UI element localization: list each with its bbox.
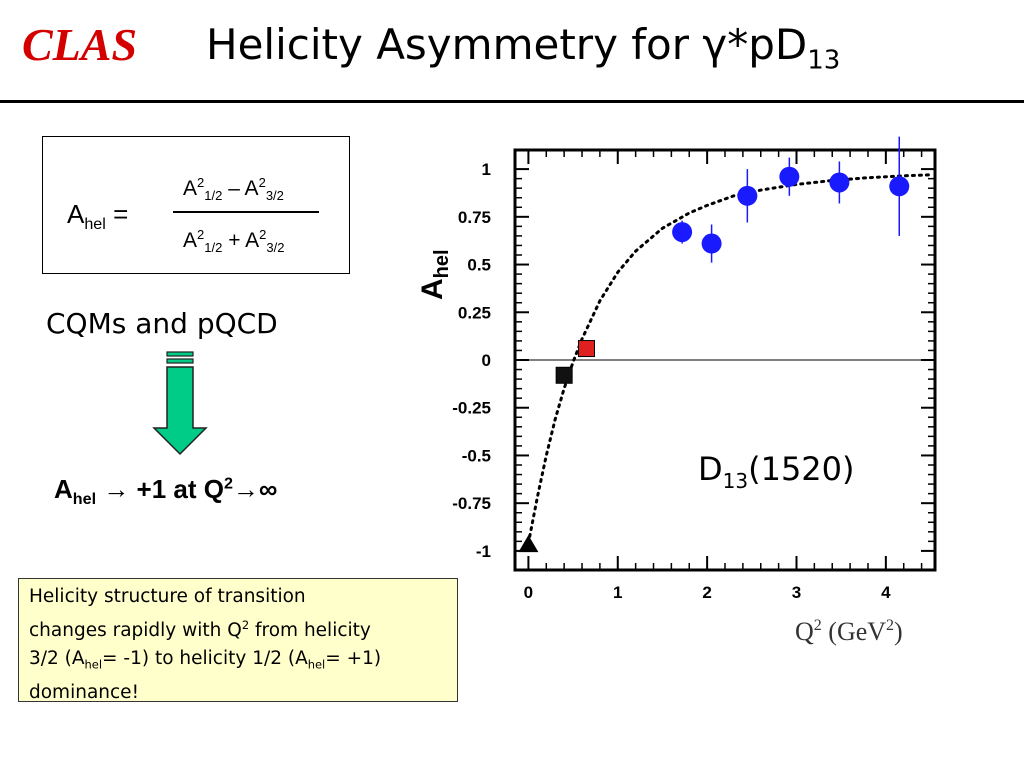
data-point <box>889 176 910 197</box>
num-sup2: 2 <box>258 175 266 190</box>
num-sup1: 2 <box>197 175 205 190</box>
limit-sup: 2 <box>223 474 233 493</box>
fraction-bar <box>173 211 319 213</box>
limit-sub: hel <box>72 490 97 509</box>
note-l3a: 3/2 (A <box>29 648 85 670</box>
note-l3sub2: hel <box>307 657 326 672</box>
y-tick-label: -0.5 <box>462 446 491 465</box>
chart-marks <box>518 136 910 553</box>
limit-rest: → +1 at Q <box>96 474 224 504</box>
num-a: A <box>183 177 198 200</box>
note-line-4: dominance! <box>29 681 139 703</box>
x-tick-label: 2 <box>702 583 711 602</box>
y-axis-label: Ahel <box>416 249 453 300</box>
den-sup1: 2 <box>197 227 205 242</box>
cqm-label: CQMs and pQCD <box>46 307 278 340</box>
x-tick-label: 1 <box>613 583 622 602</box>
resonance-annotation: D13(1520) <box>698 450 855 493</box>
data-point <box>779 166 800 187</box>
num-sub2: 3/2 <box>265 188 284 204</box>
num-op: – A <box>222 177 259 200</box>
data-point <box>701 233 722 254</box>
y-tick-label: -0.75 <box>452 494 491 513</box>
title-subscript: 13 <box>807 45 841 76</box>
note-l2b: from helicity <box>249 620 371 642</box>
note-l3c: = +1) <box>325 648 382 670</box>
x-axis-label: Q2 (GeV2) <box>795 617 903 646</box>
note-line-2: changes rapidly with Q2 from helicity <box>29 611 457 645</box>
x-tick-label: 0 <box>524 583 533 602</box>
summary-note: Helicity structure of transition changes… <box>18 578 458 703</box>
helicity-asymmetry-chart: 10.750.50.250-0.25-0.5-0.75-10 1 2 3 4 Ahel … <box>416 136 937 646</box>
data-point <box>829 172 850 193</box>
formula-numerator: A21/2 – A23/2 <box>183 175 284 203</box>
data-point <box>577 340 595 358</box>
lhs-subscript: hel <box>84 215 106 234</box>
note-l2a: changes rapidly with Q <box>29 620 242 642</box>
lhs-equals: = <box>105 199 129 229</box>
den-op: + A <box>222 229 260 252</box>
limit-a: A <box>54 474 73 504</box>
down-arrow-icon <box>152 351 208 456</box>
note-l3b: = -1) to helicity 1/2 (A <box>102 648 308 670</box>
data-point <box>737 185 758 206</box>
data-point <box>518 535 539 553</box>
title-divider <box>0 100 1024 103</box>
x-tick-label: 3 <box>792 583 801 602</box>
y-tick-label: 0.25 <box>458 303 491 322</box>
lhs-symbol: A <box>67 199 85 229</box>
data-point <box>672 222 693 243</box>
note-line-1: Helicity structure of transition <box>29 586 306 607</box>
note-line-3: 3/2 (Ahel= -1) to helicity 1/2 (Ahel= +1… <box>29 645 457 679</box>
num-sub1: 1/2 <box>204 188 223 204</box>
chart-ticks: 1 0.75 0.5 0.25 0 -0.25 -0.5 -0.75 -1 0 1 2 3 4 <box>452 150 935 602</box>
den-sub1: 1/2 <box>204 240 223 256</box>
formula-denominator: A21/2 + A23/2 <box>183 227 284 255</box>
den-sub2: 3/2 <box>266 240 285 256</box>
note-l2sup: 2 <box>241 618 250 632</box>
y-tick-label: 0.5 <box>467 256 491 275</box>
x-tick-label: 4 <box>881 583 891 602</box>
y-tick-label: 1 <box>482 160 491 179</box>
asymptotic-limit-text: Ahel → +1 at Q2→∞ <box>54 474 277 509</box>
y-tick-label: 0 <box>482 351 491 370</box>
den-a: A <box>183 229 198 252</box>
y-tick-label: -1 <box>476 542 491 561</box>
limit-tail: →∞ <box>232 474 278 504</box>
formula-lhs: Ahel = <box>67 199 128 234</box>
formula-box: Ahel = A21/2 – A23/2 A21/2 + A23/2 <box>42 136 350 274</box>
note-l3sub: hel <box>84 657 103 672</box>
fit-curve <box>526 173 932 545</box>
den-sup2: 2 <box>259 227 267 242</box>
title-main: Helicity Asymmetry for γ*pD <box>206 20 808 69</box>
slide-title: Helicity Asymmetry for γ*pD13 <box>206 20 840 75</box>
clas-logo: CLAS <box>22 19 138 70</box>
data-point <box>555 366 573 384</box>
y-tick-label: 0.75 <box>458 208 491 227</box>
y-tick-label: -0.25 <box>452 399 491 418</box>
